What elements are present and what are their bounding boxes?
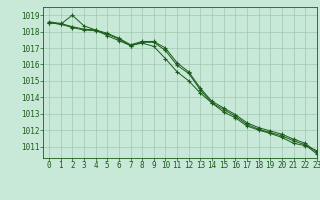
Text: Graphe pression niveau de la mer (hPa): Graphe pression niveau de la mer (hPa) — [48, 185, 272, 195]
